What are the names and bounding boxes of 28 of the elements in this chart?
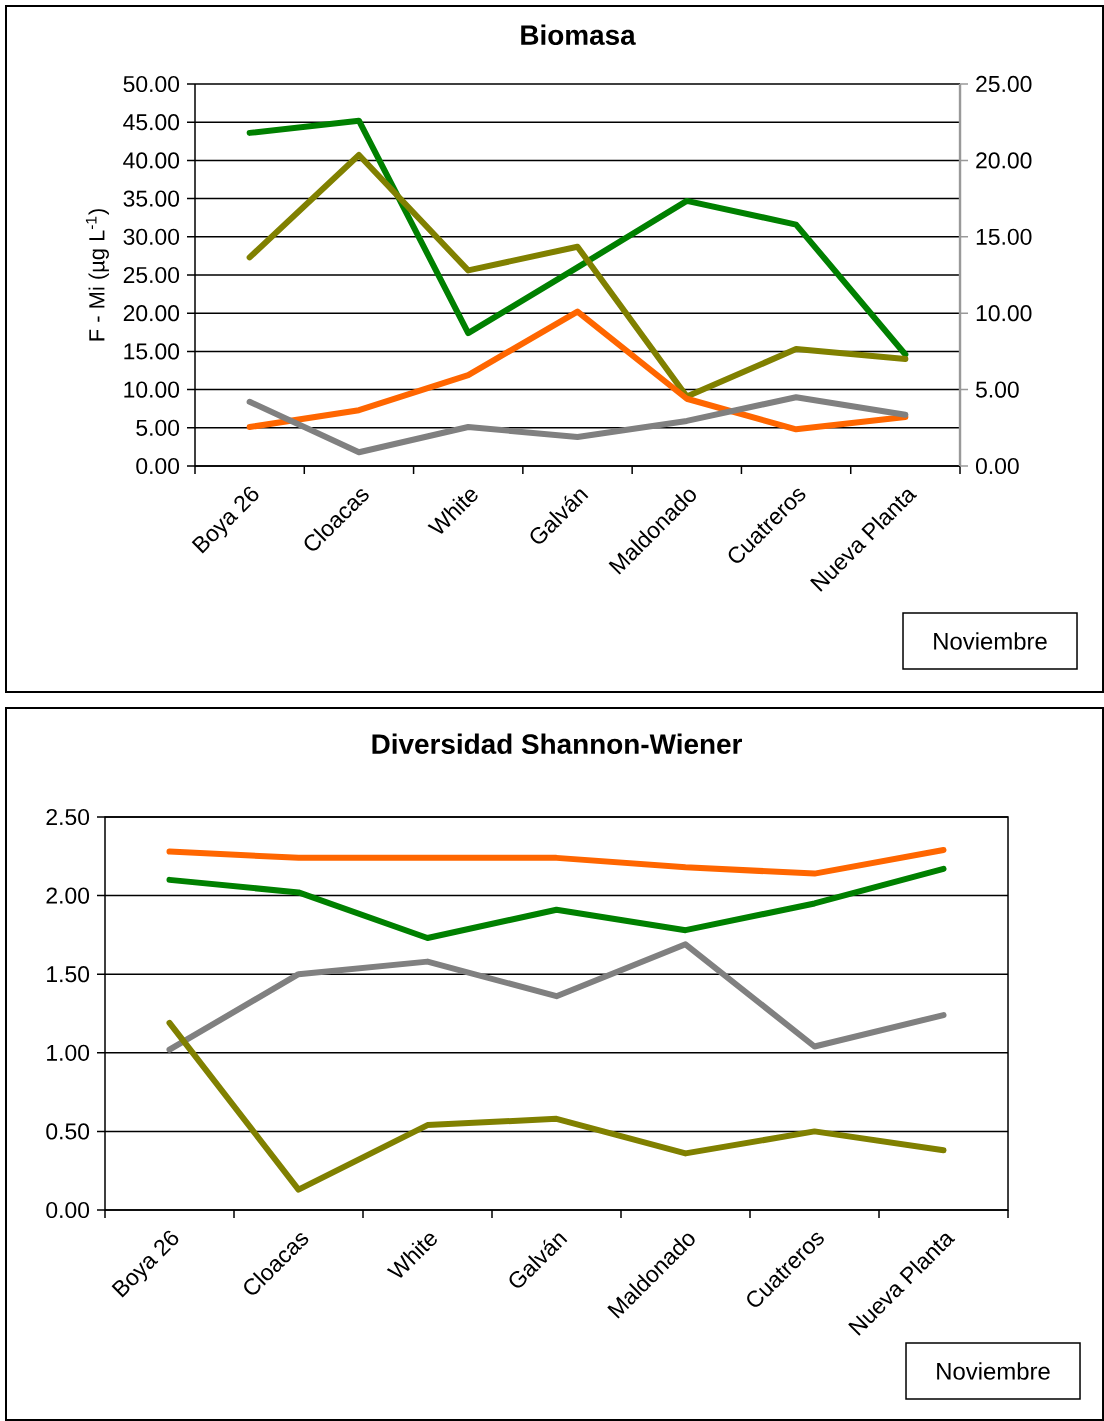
y-tick-label: 0.50 xyxy=(46,1123,90,1140)
y-tick-label: 2.00 xyxy=(46,887,90,904)
y-tick-label: 35.00 xyxy=(123,190,180,207)
y-tick-label: 0.00 xyxy=(136,457,180,475)
text: Noviembre xyxy=(934,632,1047,650)
y2-tick-label: 25.00 xyxy=(976,75,1032,93)
y-tick-label: 10.00 xyxy=(124,381,180,398)
y-tick-label: 0.00 xyxy=(46,1201,90,1219)
y-tick-label: 40.00 xyxy=(123,152,180,169)
chart-title: Biomasa xyxy=(521,24,636,46)
y2-tick-label: 10.00 xyxy=(976,305,1032,322)
y-tick-label: 5.00 xyxy=(136,419,180,436)
y2-tick-label: 0.00 xyxy=(975,457,1019,475)
y2-tick-label: 5.00 xyxy=(975,381,1019,398)
y2-tick-label: 20.00 xyxy=(976,152,1032,169)
text: Noviembre xyxy=(937,1362,1050,1380)
y-tick-label: 1.50 xyxy=(47,966,90,983)
y-tick-label: 1.00 xyxy=(47,1044,90,1061)
y-axis-title: F - Mi (µg L$^{-1}$) xyxy=(85,209,109,341)
y-tick-label: 20.00 xyxy=(123,305,180,322)
y2-tick-label: 15.00 xyxy=(976,228,1032,245)
y-tick-label: 15.00 xyxy=(124,343,180,360)
y-tick-label: 45.00 xyxy=(123,114,180,131)
y-tick-label: 50.00 xyxy=(123,75,180,93)
chart-title: Diversidad Shannon-Wiener xyxy=(372,733,742,755)
y-tick-label: 25.00 xyxy=(123,266,180,284)
y-tick-label: 30.00 xyxy=(123,228,180,245)
y-tick-label: 2.50 xyxy=(46,808,90,826)
